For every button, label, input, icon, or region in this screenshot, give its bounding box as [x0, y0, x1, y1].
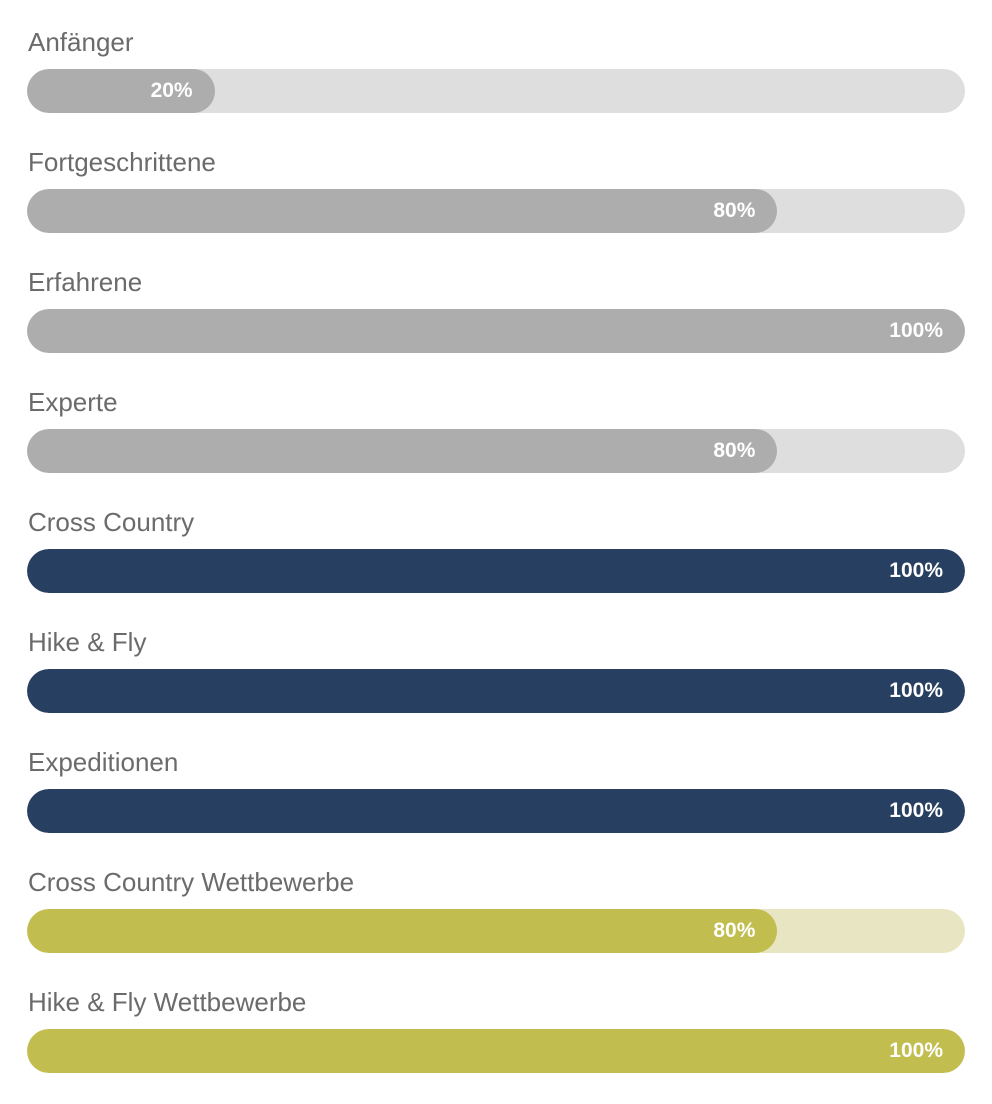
progress-fill: 100% [27, 549, 965, 593]
progress-percentage: 80% [713, 439, 756, 462]
progress-track: 80% [27, 909, 965, 953]
skill-label: Anfänger [28, 27, 134, 57]
progress-percentage: 20% [150, 79, 193, 102]
progress-fill: 100% [27, 309, 965, 353]
progress-percentage: 100% [889, 679, 943, 702]
skill-item: Hike & Fly Wettbewerbe 100% [27, 984, 965, 1104]
progress-track: 100% [27, 789, 965, 833]
progress-percentage: 100% [889, 319, 943, 342]
progress-percentage: 100% [889, 799, 943, 822]
progress-track: 80% [27, 189, 965, 233]
skill-label: Fortgeschrittene [28, 147, 216, 177]
skill-item: Cross Country Wettbewerbe 80% [27, 864, 965, 984]
skill-label: Erfahrene [28, 267, 143, 297]
progress-track: 100% [27, 549, 965, 593]
skill-label: Expeditionen [28, 747, 179, 777]
skill-item: Expeditionen 100% [27, 744, 965, 864]
skill-item: Cross Country 100% [27, 504, 965, 624]
progress-fill: 80% [27, 429, 778, 473]
progress-fill: 80% [27, 909, 778, 953]
progress-track: 80% [27, 429, 965, 473]
progress-fill: 100% [27, 669, 965, 713]
skill-item: Erfahrene 100% [27, 264, 965, 384]
progress-track: 100% [27, 309, 965, 353]
progress-percentage: 80% [713, 919, 756, 942]
skill-item: Hike & Fly 100% [27, 624, 965, 744]
progress-fill: 100% [27, 789, 965, 833]
skill-label: Cross Country [28, 507, 195, 537]
progress-track: 20% [27, 69, 965, 113]
progress-percentage: 100% [889, 559, 943, 582]
progress-fill: 20% [27, 69, 215, 113]
progress-track: 100% [27, 669, 965, 713]
progress-fill: 80% [27, 189, 778, 233]
skill-label: Hike & Fly [28, 627, 147, 657]
skill-label: Hike & Fly Wettbewerbe [28, 987, 307, 1017]
skill-item: Fortgeschrittene 80% [27, 144, 965, 264]
progress-percentage: 80% [713, 199, 756, 222]
skill-item: Anfänger 20% [27, 24, 965, 144]
skill-label: Experte [28, 387, 118, 417]
progress-percentage: 100% [889, 1039, 943, 1062]
progress-fill: 100% [27, 1029, 965, 1073]
skill-label: Cross Country Wettbewerbe [28, 867, 355, 897]
progress-track: 100% [27, 1029, 965, 1073]
skill-item: Experte 80% [27, 384, 965, 504]
skill-list: Anfänger 20% Fortgeschrittene 80% Erfahr… [27, 24, 965, 1104]
